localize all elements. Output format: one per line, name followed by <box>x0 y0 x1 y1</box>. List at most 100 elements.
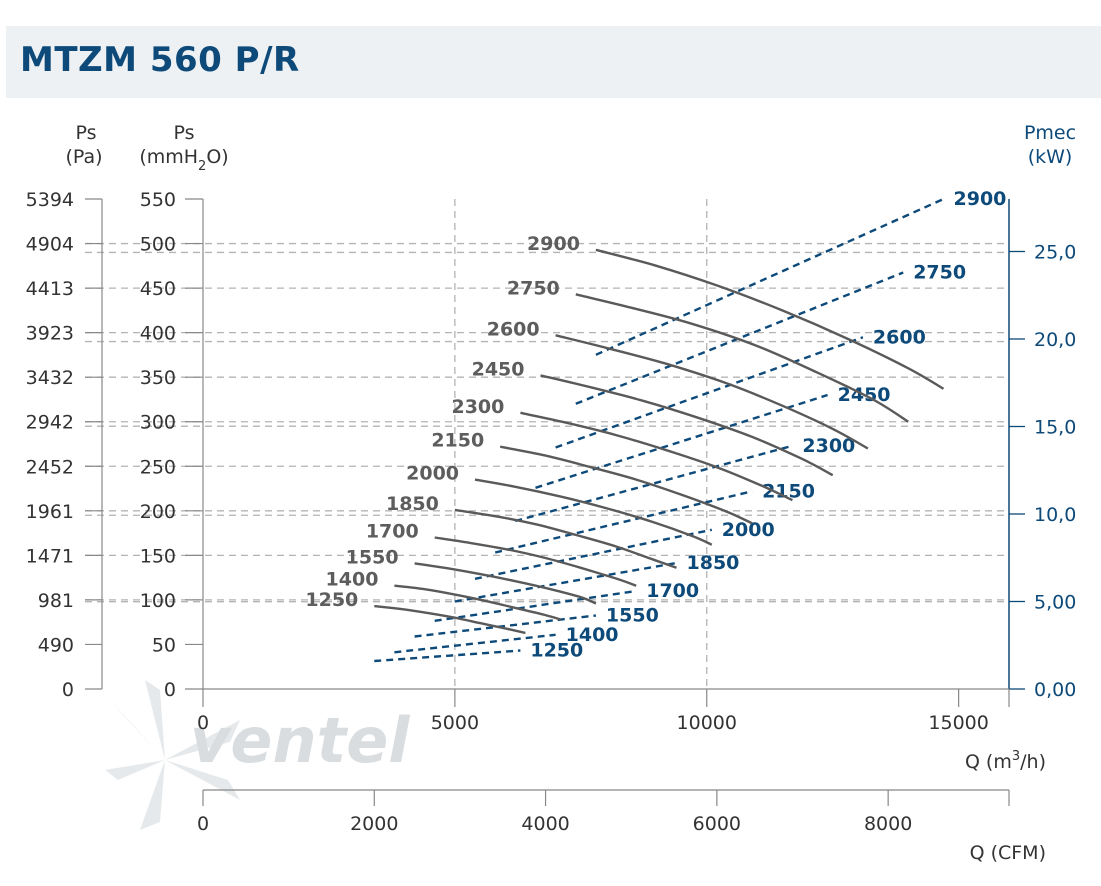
pressure-curve-label-2000: 2000 <box>406 463 459 485</box>
page-title: MTZM 560 P/R <box>20 40 300 80</box>
grid <box>85 199 1009 689</box>
x2-tick-label: 2000 <box>350 813 398 835</box>
y-left-mmh2o-tick-label: 300 <box>140 412 176 434</box>
y-right-title: Pmec <box>1024 122 1076 144</box>
power-curve-label-2600: 2600 <box>873 326 926 348</box>
power-curve-label-1400: 1400 <box>566 624 619 646</box>
pressure-curve-2450 <box>540 374 834 477</box>
x-tick-label: 15000 <box>928 712 988 734</box>
y-left-pa-tick-label: 2452 <box>26 456 74 478</box>
pressure-curve-2150 <box>499 445 753 525</box>
pressure-curve-label-1700: 1700 <box>366 521 419 543</box>
y-left-pa-tick-label: 4413 <box>26 278 74 300</box>
y-left-pa-unit: (Pa) <box>65 146 102 168</box>
power-curve-2300 <box>514 444 793 523</box>
power-curves: 2900 2750 2600 2450 2300 2150 2000 1850 1700 1550… <box>374 188 1007 663</box>
y-left-mmh2o-tick-label: 150 <box>140 545 176 567</box>
y-left-mmh2o-title: Ps <box>173 122 194 144</box>
y-left-mmh2o-tick-label: 200 <box>140 501 176 523</box>
pressure-curve-2750 <box>575 293 909 423</box>
power-curve-label-2750: 2750 <box>913 262 966 284</box>
x-axis-title: Q (m3/h) <box>965 749 1046 773</box>
axis-labels: Ps (Pa) Ps (mmH2O) Pmec (kW) Q (m3/h) Q … <box>65 122 1076 864</box>
y-left-mmh2o-tick-label: 550 <box>140 189 176 211</box>
y-left-pa-title: Ps <box>75 122 96 144</box>
y-right-tick-label: 20,0 <box>1034 329 1076 351</box>
power-curve-label-1250: 1250 <box>530 640 583 662</box>
y-left-mmh2o-tick-label: 250 <box>140 456 176 478</box>
power-curve-2600 <box>555 336 864 449</box>
x-tick-label: 5000 <box>431 712 479 734</box>
pressure-curve-2900 <box>595 248 945 390</box>
pressure-curve-label-2450: 2450 <box>472 358 525 380</box>
x2-tick-label: 0 <box>197 813 209 835</box>
x2-axis-title: Q (CFM) <box>970 842 1046 864</box>
x2-tick-label: 8000 <box>864 813 912 835</box>
power-curve-label-2150: 2150 <box>762 480 815 502</box>
ventel-watermark-logo: ventel <box>105 680 410 830</box>
pressure-curve-1700 <box>434 536 637 587</box>
y-left-pa-tick-label: 2942 <box>26 412 74 434</box>
y-left-mmh2o-tick-label: 450 <box>140 278 176 300</box>
power-curve-1400 <box>394 633 556 654</box>
power-curve-label-1700: 1700 <box>646 580 699 602</box>
y-left-pa-tick-label: 0 <box>62 679 74 701</box>
pressure-curve-2000 <box>474 478 713 546</box>
y-left-mmh2o-tick-label: 400 <box>140 323 176 345</box>
y-left-pa-tick-label: 1961 <box>26 501 74 523</box>
power-curve-1700 <box>434 589 637 622</box>
y-left-mmh2o-unit: (mmH2O) <box>139 146 228 174</box>
title-bar: MTZM 560 P/R <box>6 26 1101 98</box>
pressure-curve-label-2750: 2750 <box>507 277 560 299</box>
power-curve-label-2000: 2000 <box>722 519 775 541</box>
y-left-mmh2o-tick-label: 350 <box>140 367 176 389</box>
y-left-pa-tick-label: 3923 <box>26 323 74 345</box>
pressure-curve-1550 <box>414 562 597 605</box>
pressure-curve-label-1550: 1550 <box>346 546 399 568</box>
y-right-tick-label: 10,0 <box>1034 504 1076 526</box>
pressure-curve-2600 <box>555 334 869 450</box>
y-right-tick-label: 0,00 <box>1034 679 1076 701</box>
y-right-tick-label: 25,0 <box>1034 242 1076 264</box>
power-curve-label-2300: 2300 <box>802 435 855 457</box>
pressure-curves: 2900 2750 2600 2450 2300 2150 2000 1850 1700 1550… <box>305 233 945 635</box>
pressure-curve-label-1400: 1400 <box>326 569 379 591</box>
power-curve-2000 <box>474 528 713 580</box>
x2-tick-label: 4000 <box>521 813 569 835</box>
y-left-pa-tick-label: 981 <box>38 590 74 612</box>
pressure-curve-2300 <box>520 411 793 502</box>
axes: 0 490 981 1471 1961 2452 2942 3432 3923 4413 4904 5… <box>26 189 1077 835</box>
x2-tick-label: 6000 <box>693 813 741 835</box>
pressure-curve-label-2600: 2600 <box>487 318 540 340</box>
pressure-curve-1250 <box>374 604 526 635</box>
pressure-curve-label-1250: 1250 <box>305 589 358 611</box>
power-curve-label-1550: 1550 <box>606 605 659 627</box>
power-curve-1850 <box>454 561 677 603</box>
y-left-mmh2o-tick-label: 100 <box>140 590 176 612</box>
y-left-pa-tick-label: 490 <box>38 634 74 656</box>
y-right-unit: (kW) <box>1028 146 1073 168</box>
pressure-curve-label-1850: 1850 <box>386 493 439 515</box>
y-left-pa-tick-label: 1471 <box>26 545 74 567</box>
pressure-curve-label-2900: 2900 <box>527 233 580 255</box>
y-left-mmh2o-tick-label: 500 <box>140 234 176 256</box>
y-left-pa-tick-label: 3432 <box>26 367 74 389</box>
power-curve-label-2900: 2900 <box>954 188 1007 210</box>
power-curve-1250 <box>374 649 521 663</box>
y-left-pa-tick-label: 5394 <box>26 189 74 211</box>
pressure-curve-label-2150: 2150 <box>431 430 484 452</box>
pressure-curve-1850 <box>454 508 677 569</box>
y-left-pa-tick-label: 4904 <box>26 234 74 256</box>
x-tick-label: 0 <box>197 712 209 734</box>
power-curve-1550 <box>414 614 597 638</box>
watermark-text: ventel <box>190 704 410 777</box>
y-left-mmh2o-tick-label: 0 <box>164 679 176 701</box>
y-left-mmh2o-tick-label: 50 <box>152 634 176 656</box>
power-curve-2450 <box>535 393 828 489</box>
y-right-tick-label: 15,0 <box>1034 417 1076 439</box>
power-curve-label-1850: 1850 <box>687 552 740 574</box>
y-right-tick-label: 5,00 <box>1034 592 1076 614</box>
x-tick-label: 10000 <box>677 712 737 734</box>
pressure-curve-label-2300: 2300 <box>451 396 504 418</box>
